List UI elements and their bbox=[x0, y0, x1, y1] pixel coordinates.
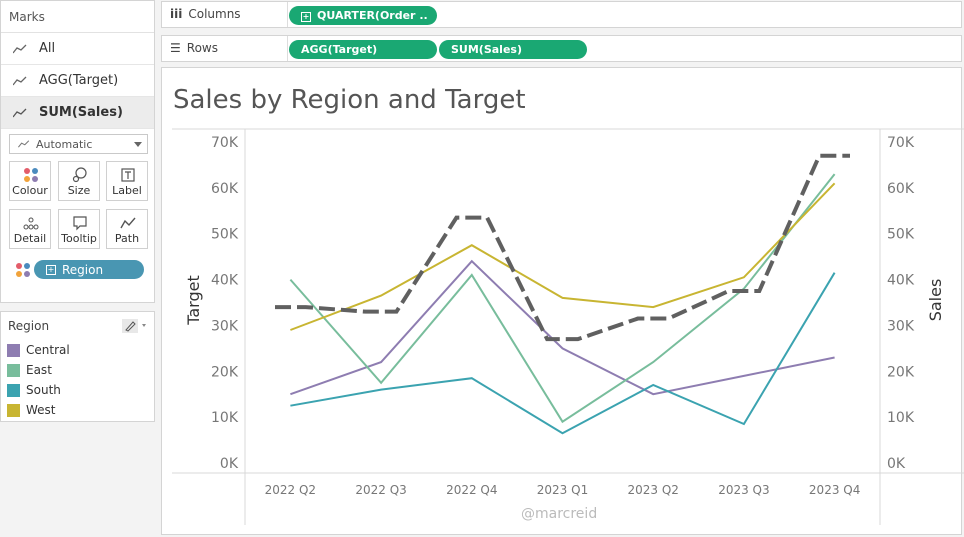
marks-tab-agg-target[interactable]: AGG(Target) bbox=[1, 65, 154, 97]
path-button[interactable]: Path bbox=[106, 209, 148, 249]
detail-icon bbox=[23, 217, 39, 230]
tooltip-icon bbox=[73, 216, 87, 231]
line-mark-icon bbox=[18, 140, 30, 148]
region-pill-label: Region bbox=[62, 262, 104, 277]
mark-type-dropdown[interactable]: Automatic bbox=[9, 134, 148, 154]
pill-label: AGG(Target) bbox=[301, 43, 378, 56]
legend-item-west[interactable]: West bbox=[1, 400, 154, 420]
rows-shelf: ☰ Rows AGG(Target) SUM(Sales) bbox=[161, 35, 962, 62]
marks-tab-all[interactable]: All bbox=[1, 33, 154, 65]
legend-label: Central bbox=[26, 343, 70, 357]
legend-label: South bbox=[26, 383, 61, 397]
plus-icon: + bbox=[301, 12, 311, 22]
marks-tab-label: AGG(Target) bbox=[39, 73, 119, 88]
marks-tab-label: All bbox=[39, 41, 56, 56]
watermark: @marcreid bbox=[521, 506, 598, 522]
legend-title: Region bbox=[8, 319, 50, 333]
rows-label-text: Rows bbox=[186, 41, 218, 55]
marks-tab-sum-sales[interactable]: SUM(Sales) bbox=[1, 97, 154, 129]
marks-card: Marks All AGG(Target) SUM(Sales) Automat… bbox=[0, 0, 155, 303]
line-mark-icon bbox=[13, 44, 27, 53]
plus-icon: + bbox=[46, 264, 56, 275]
colour-dots-icon bbox=[24, 168, 38, 182]
legend-item-central[interactable]: Central bbox=[1, 340, 154, 360]
columns-shelf: iii Columns + QUARTER(Order .. bbox=[161, 1, 962, 28]
legend-item-east[interactable]: East bbox=[1, 360, 154, 380]
columns-shelf-label: iii Columns bbox=[170, 2, 241, 27]
label-button[interactable]: Label bbox=[106, 161, 148, 201]
legend-label: West bbox=[26, 403, 56, 417]
columns-icon: iii bbox=[170, 7, 183, 21]
rows-icon: ☰ bbox=[170, 41, 181, 55]
legend-swatch bbox=[7, 403, 20, 417]
path-label: Path bbox=[114, 232, 140, 245]
line-mark-icon bbox=[13, 76, 27, 85]
region-legend: Region Central East South West bbox=[0, 311, 155, 422]
detail-button[interactable]: Detail bbox=[9, 209, 51, 249]
columns-pill-quarter[interactable]: + QUARTER(Order .. bbox=[289, 6, 437, 25]
chart-panel: Sales by Region and Target bbox=[161, 67, 962, 535]
tooltip-button[interactable]: Tooltip bbox=[58, 209, 100, 249]
tooltip-label: Tooltip bbox=[61, 232, 97, 245]
shelf-divider bbox=[287, 36, 288, 61]
legend-swatch bbox=[7, 383, 20, 397]
colour-button[interactable]: Colour bbox=[9, 161, 51, 201]
line-mark-icon bbox=[13, 108, 27, 117]
highlight-pen-icon[interactable] bbox=[122, 319, 150, 333]
colour-label: Colour bbox=[12, 184, 48, 197]
size-button[interactable]: Size bbox=[58, 161, 100, 201]
size-icon bbox=[72, 167, 87, 183]
legend-label: East bbox=[26, 363, 52, 377]
chevron-down-icon bbox=[134, 142, 142, 147]
legend-item-south[interactable]: South bbox=[1, 380, 154, 400]
legend-swatch bbox=[7, 343, 20, 357]
legend-swatch bbox=[7, 363, 20, 377]
size-label: Size bbox=[67, 184, 91, 197]
detail-label: Detail bbox=[13, 232, 47, 245]
rows-shelf-label: ☰ Rows bbox=[170, 36, 218, 61]
pill-label: SUM(Sales) bbox=[451, 43, 522, 56]
mark-type-label: Automatic bbox=[36, 137, 93, 151]
marks-title: Marks bbox=[1, 1, 154, 33]
chart-title: Sales by Region and Target bbox=[173, 85, 526, 115]
label-icon bbox=[121, 168, 135, 182]
label-label: Label bbox=[112, 184, 142, 197]
colour-dots-icon bbox=[16, 263, 30, 277]
pill-label: QUARTER(Order .. bbox=[317, 9, 428, 22]
columns-label-text: Columns bbox=[188, 7, 241, 21]
marks-tab-label: SUM(Sales) bbox=[39, 105, 123, 120]
path-icon bbox=[120, 217, 136, 229]
rows-pill-sum-sales[interactable]: SUM(Sales) bbox=[439, 40, 587, 59]
region-color-pill[interactable]: + Region bbox=[34, 260, 144, 279]
rows-pill-agg-target[interactable]: AGG(Target) bbox=[289, 40, 437, 59]
shelf-divider bbox=[287, 2, 288, 27]
